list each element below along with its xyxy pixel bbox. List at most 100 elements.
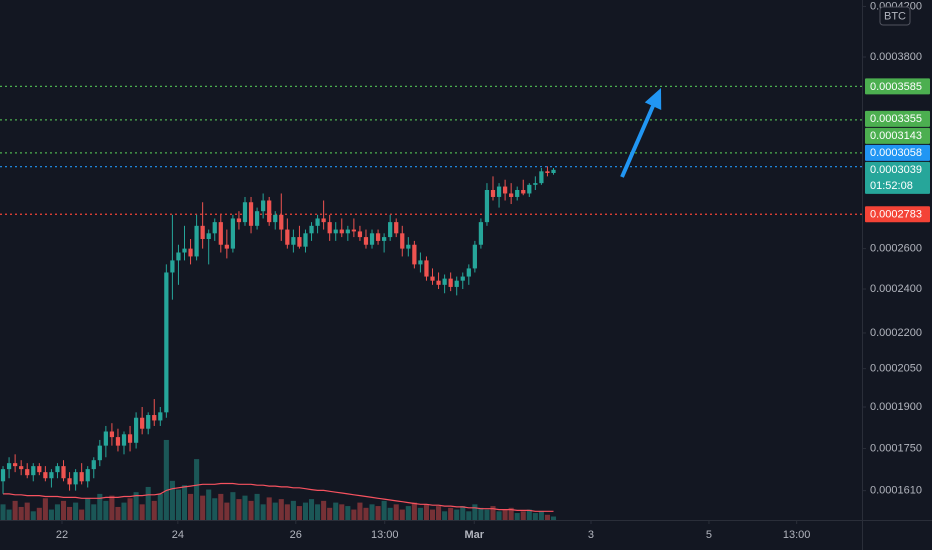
- candle-body: [545, 171, 550, 173]
- candle-body: [67, 478, 72, 485]
- volume-bar: [417, 507, 423, 520]
- candle-body: [230, 218, 236, 249]
- x-tick-label: 24: [172, 529, 184, 541]
- volume-bar: [351, 509, 357, 520]
- levels-layer: [0, 85, 862, 215]
- candles-layer: [0, 166, 556, 494]
- candle-body: [424, 260, 429, 277]
- candle-body: [170, 260, 175, 273]
- arrow-shaft: [620, 105, 655, 178]
- volume-bar: [405, 506, 411, 520]
- candle-body: [267, 200, 272, 223]
- candle-body: [400, 233, 405, 249]
- volume-bar: [242, 495, 248, 520]
- candle-body: [321, 218, 326, 223]
- volume-bar: [133, 492, 139, 520]
- volume-bar: [30, 511, 36, 520]
- volume-bar: [272, 502, 278, 520]
- y-tick-label: 0.0001610: [870, 485, 922, 497]
- candle-body: [224, 244, 229, 249]
- candle-body: [412, 244, 417, 265]
- volume-bar: [393, 504, 399, 520]
- candle-body: [406, 244, 411, 249]
- candle-body: [539, 171, 544, 184]
- candle-body: [109, 431, 115, 438]
- volume-bar: [520, 511, 526, 520]
- candle-body: [79, 472, 84, 482]
- volume-bar: [333, 502, 339, 520]
- volume-bar: [18, 506, 24, 520]
- volume-bar: [544, 514, 550, 520]
- badge-box: [879, 6, 911, 26]
- candle-body: [291, 237, 296, 245]
- candle-body: [315, 218, 320, 226]
- volume-bar: [224, 502, 230, 520]
- candle-body: [357, 231, 363, 238]
- candle-body: [133, 417, 139, 443]
- volume-bar: [260, 504, 266, 520]
- volume-bar: [194, 459, 200, 520]
- volume-bar: [363, 507, 369, 520]
- candle-body: [188, 248, 193, 257]
- candle-body: [327, 222, 332, 234]
- volume-bar: [48, 509, 54, 520]
- volume-bar: [284, 504, 290, 520]
- volume-bar: [381, 500, 387, 520]
- candle-body: [418, 260, 423, 265]
- volume-bar: [181, 485, 188, 520]
- volume-bar: [429, 509, 436, 520]
- volume-bar: [490, 506, 496, 520]
- volume-bar: [532, 513, 538, 520]
- candle-body: [369, 233, 375, 245]
- volume-bar: [248, 500, 254, 520]
- volume-bar: [550, 516, 557, 520]
- price-label: 0.0003355: [870, 113, 922, 125]
- y-tick-label: 0.0003800: [870, 51, 922, 63]
- candle-body: [115, 437, 121, 446]
- candle-body: [339, 229, 344, 234]
- volume-bar: [448, 507, 454, 520]
- x-tick-label: 26: [290, 529, 302, 541]
- volume-bar: [157, 493, 163, 520]
- candle-body: [261, 200, 266, 212]
- volume-bar: [502, 509, 508, 520]
- volume-bar: [127, 498, 133, 520]
- volume-bar: [139, 504, 145, 520]
- volume-bar: [478, 507, 484, 520]
- y-tick-label: 0.0002600: [870, 243, 922, 255]
- volume-bar: [411, 502, 417, 520]
- candle-body: [527, 184, 532, 194]
- candle-body: [146, 415, 151, 429]
- y-tick-label: 0.0002200: [870, 327, 922, 339]
- volume-bar: [526, 509, 532, 520]
- candle-body: [496, 186, 502, 197]
- y-tick-label: 0.0001750: [870, 442, 922, 454]
- candle-body: [176, 252, 181, 261]
- candle-body: [55, 466, 60, 473]
- candle-body: [25, 469, 30, 476]
- candle-body: [200, 225, 205, 239]
- volume-bar: [218, 493, 224, 520]
- price-label: 0.0003143: [870, 130, 922, 142]
- candle-body: [254, 211, 260, 226]
- badge: BTC: [879, 6, 911, 26]
- volume-bar: [115, 506, 121, 520]
- volume-bar: [206, 489, 212, 520]
- volume-bar: [151, 500, 157, 520]
- candle-body: [121, 434, 127, 446]
- volume-bar: [188, 493, 194, 520]
- candle-body: [158, 412, 163, 421]
- candle-body: [388, 222, 393, 238]
- y-tick-label: 0.0002050: [870, 363, 922, 375]
- x-tick-label: 13:00: [371, 529, 399, 541]
- candle-body: [212, 222, 217, 234]
- candle-body: [140, 417, 145, 429]
- volume-bar: [302, 502, 309, 520]
- volume-bar: [236, 499, 242, 520]
- volume-bar: [42, 498, 48, 520]
- volume-bar: [387, 507, 393, 520]
- candle-body: [273, 214, 278, 223]
- x-tick-label: 3: [588, 529, 594, 541]
